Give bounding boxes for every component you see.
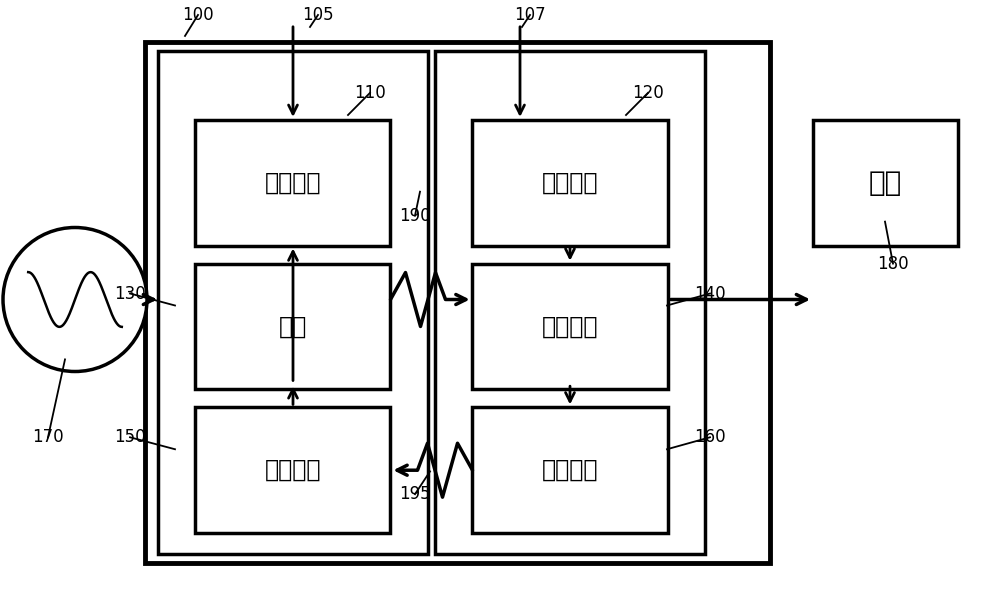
Text: 110: 110 <box>354 84 386 102</box>
Bar <box>435 51 705 554</box>
Text: 负载: 负载 <box>868 169 902 196</box>
Bar <box>195 120 390 246</box>
Text: 190: 190 <box>399 207 431 225</box>
Text: 170: 170 <box>32 428 64 446</box>
Text: 160: 160 <box>694 428 726 446</box>
Text: 100: 100 <box>182 6 214 24</box>
Bar <box>145 42 770 563</box>
Text: 130: 130 <box>114 285 146 302</box>
Bar <box>472 120 668 246</box>
Bar <box>195 264 390 389</box>
Text: 107: 107 <box>514 6 546 24</box>
Bar <box>812 120 958 246</box>
Bar <box>195 407 390 533</box>
Text: 140: 140 <box>694 285 726 302</box>
Bar <box>472 264 668 389</box>
Text: 120: 120 <box>632 84 664 102</box>
Bar <box>158 51 428 554</box>
Text: 电力发送: 电力发送 <box>265 171 321 195</box>
Ellipse shape <box>3 228 147 371</box>
Text: 180: 180 <box>877 255 909 273</box>
Text: 150: 150 <box>114 428 146 446</box>
Text: 控制接收: 控制接收 <box>265 458 321 482</box>
Text: 控制: 控制 <box>279 314 307 338</box>
Text: 控制发送: 控制发送 <box>542 458 598 482</box>
Text: 电力接收: 电力接收 <box>542 171 598 195</box>
Bar <box>472 407 668 533</box>
Text: 105: 105 <box>302 6 334 24</box>
Text: 电力检测: 电力检测 <box>542 314 598 338</box>
Text: 195: 195 <box>399 485 431 503</box>
